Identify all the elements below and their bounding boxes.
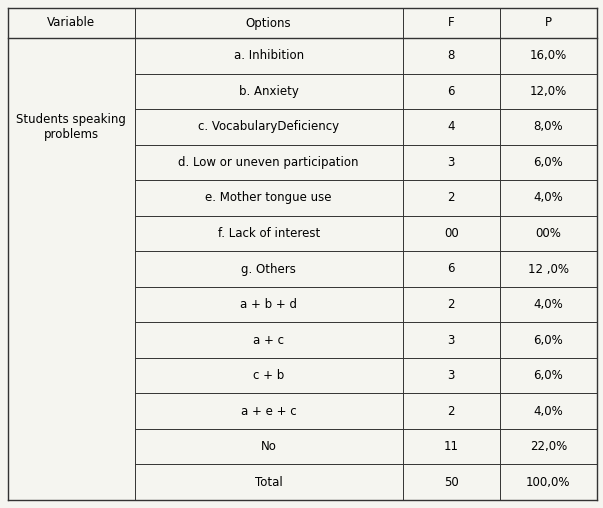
Text: 2: 2	[447, 298, 455, 311]
Text: 6,0%: 6,0%	[534, 334, 563, 346]
Text: No: No	[260, 440, 277, 453]
Text: 4,0%: 4,0%	[534, 192, 563, 204]
Text: b. Anxiety: b. Anxiety	[239, 85, 298, 98]
Text: 2: 2	[447, 405, 455, 418]
Text: d. Low or uneven participation: d. Low or uneven participation	[178, 156, 359, 169]
Text: 3: 3	[447, 334, 455, 346]
Text: 3: 3	[447, 369, 455, 382]
Text: 6: 6	[447, 263, 455, 275]
Text: a. Inhibition: a. Inhibition	[233, 49, 304, 62]
Text: 6: 6	[447, 85, 455, 98]
Text: 4,0%: 4,0%	[534, 405, 563, 418]
Text: 00: 00	[444, 227, 459, 240]
Text: a + c: a + c	[253, 334, 284, 346]
Text: P: P	[545, 16, 552, 29]
Text: 2: 2	[447, 192, 455, 204]
Text: a + e + c: a + e + c	[241, 405, 297, 418]
Text: Options: Options	[246, 16, 291, 29]
Text: 6,0%: 6,0%	[534, 369, 563, 382]
Text: 8: 8	[447, 49, 455, 62]
Text: Total: Total	[254, 475, 283, 489]
Text: 4,0%: 4,0%	[534, 298, 563, 311]
Text: 00%: 00%	[535, 227, 561, 240]
Text: 12 ,0%: 12 ,0%	[528, 263, 569, 275]
Text: e. Mother tongue use: e. Mother tongue use	[206, 192, 332, 204]
Text: f. Lack of interest: f. Lack of interest	[218, 227, 320, 240]
Text: 3: 3	[447, 156, 455, 169]
Text: 50: 50	[444, 475, 459, 489]
Text: Variable: Variable	[47, 16, 95, 29]
Text: 100,0%: 100,0%	[526, 475, 570, 489]
Text: c + b: c + b	[253, 369, 284, 382]
Text: a + b + d: a + b + d	[240, 298, 297, 311]
Text: Students speaking
problems: Students speaking problems	[16, 113, 126, 141]
Text: F: F	[448, 16, 455, 29]
Text: 16,0%: 16,0%	[530, 49, 567, 62]
Text: 22,0%: 22,0%	[530, 440, 567, 453]
Text: g. Others: g. Others	[241, 263, 296, 275]
Text: 6,0%: 6,0%	[534, 156, 563, 169]
Text: 8,0%: 8,0%	[534, 120, 563, 133]
Text: 4: 4	[447, 120, 455, 133]
Text: c. VocabularyDeficiency: c. VocabularyDeficiency	[198, 120, 339, 133]
Text: 12,0%: 12,0%	[530, 85, 567, 98]
Text: 11: 11	[444, 440, 459, 453]
